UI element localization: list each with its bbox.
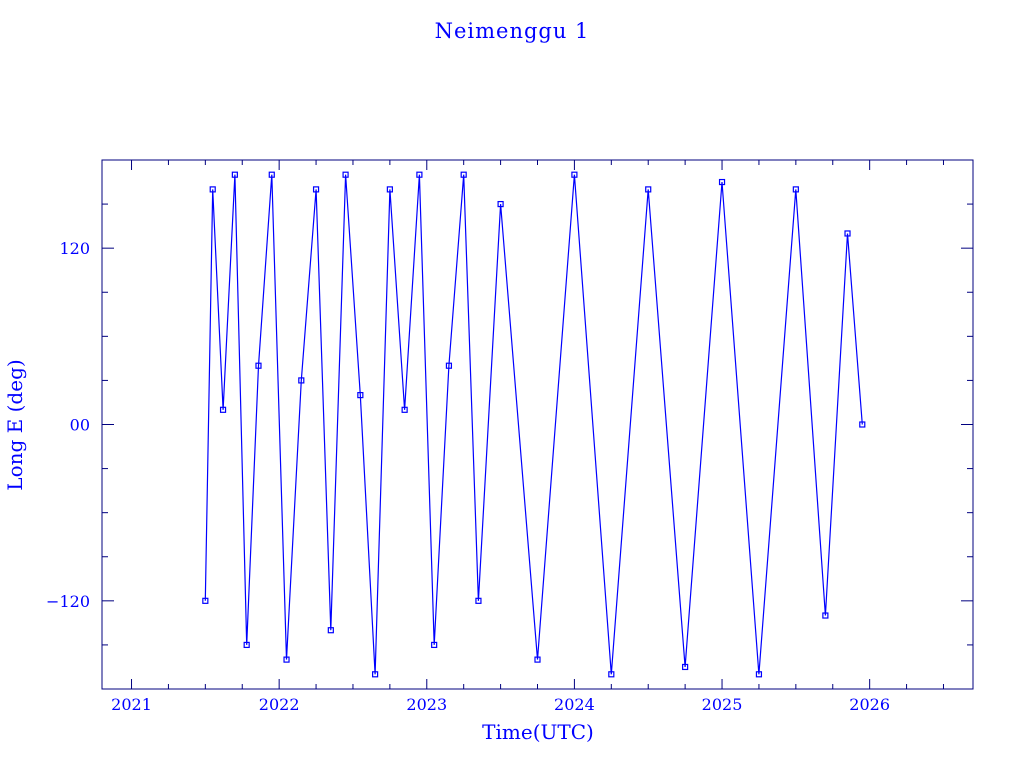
data-point	[283, 656, 290, 663]
data-point	[460, 171, 467, 178]
data-point	[608, 671, 615, 678]
data-point	[792, 186, 799, 193]
data-point	[231, 171, 238, 178]
data-point	[416, 171, 423, 178]
data-point	[497, 200, 504, 208]
data-point	[445, 362, 453, 369]
data-point	[844, 230, 851, 237]
data-point	[718, 178, 726, 186]
data-point	[342, 171, 349, 178]
data-point	[312, 186, 320, 193]
plot-frame	[101, 159, 974, 690]
data-point	[475, 597, 482, 604]
data-point	[822, 612, 829, 619]
x-tick-label: 2025	[702, 695, 743, 714]
x-tick-label: 2021	[111, 695, 152, 714]
data-point	[202, 597, 209, 604]
x-tick-label: 2022	[259, 695, 300, 714]
data-point	[755, 671, 763, 678]
axes: 2021 2022 2023 2024 2025 2026 −120 00 120	[46, 160, 973, 714]
data-point	[243, 641, 250, 649]
data-point	[372, 671, 379, 678]
y-axis-label: Long E (deg)	[3, 359, 27, 490]
series-line	[204, 174, 863, 675]
data-point	[431, 641, 438, 649]
data-point	[298, 377, 305, 384]
data-point	[209, 186, 216, 193]
x-axis-label: Time(UTC)	[482, 720, 594, 744]
x-tick-label: 2024	[554, 695, 595, 714]
x-tick-label: 2026	[849, 695, 890, 714]
y-tick-label: 00	[70, 416, 90, 435]
data-point	[682, 663, 689, 671]
data-point	[357, 392, 364, 399]
chart-title: Neimenggu 1	[435, 19, 590, 43]
data-point	[401, 406, 408, 413]
data-point	[645, 186, 652, 193]
y-tick-label: −120	[46, 592, 90, 611]
x-tick-label: 2023	[406, 695, 447, 714]
y-tick-label: 120	[59, 239, 90, 258]
data-point	[386, 186, 393, 193]
data-point	[859, 421, 866, 428]
data-point	[268, 171, 275, 178]
data-point	[327, 627, 334, 634]
data-point	[571, 171, 578, 178]
data-point	[219, 406, 227, 413]
data-layer	[202, 171, 866, 678]
data-point	[255, 362, 262, 369]
data-point	[534, 656, 541, 663]
